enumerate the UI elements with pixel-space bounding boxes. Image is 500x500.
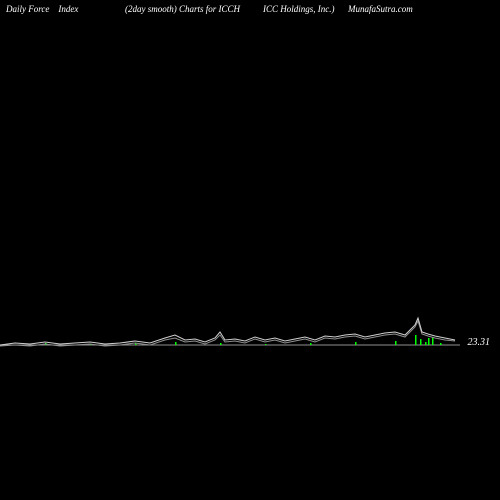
chart-canvas — [0, 0, 500, 500]
price-value: 23.31 — [468, 337, 491, 348]
chart-svg — [0, 0, 500, 500]
